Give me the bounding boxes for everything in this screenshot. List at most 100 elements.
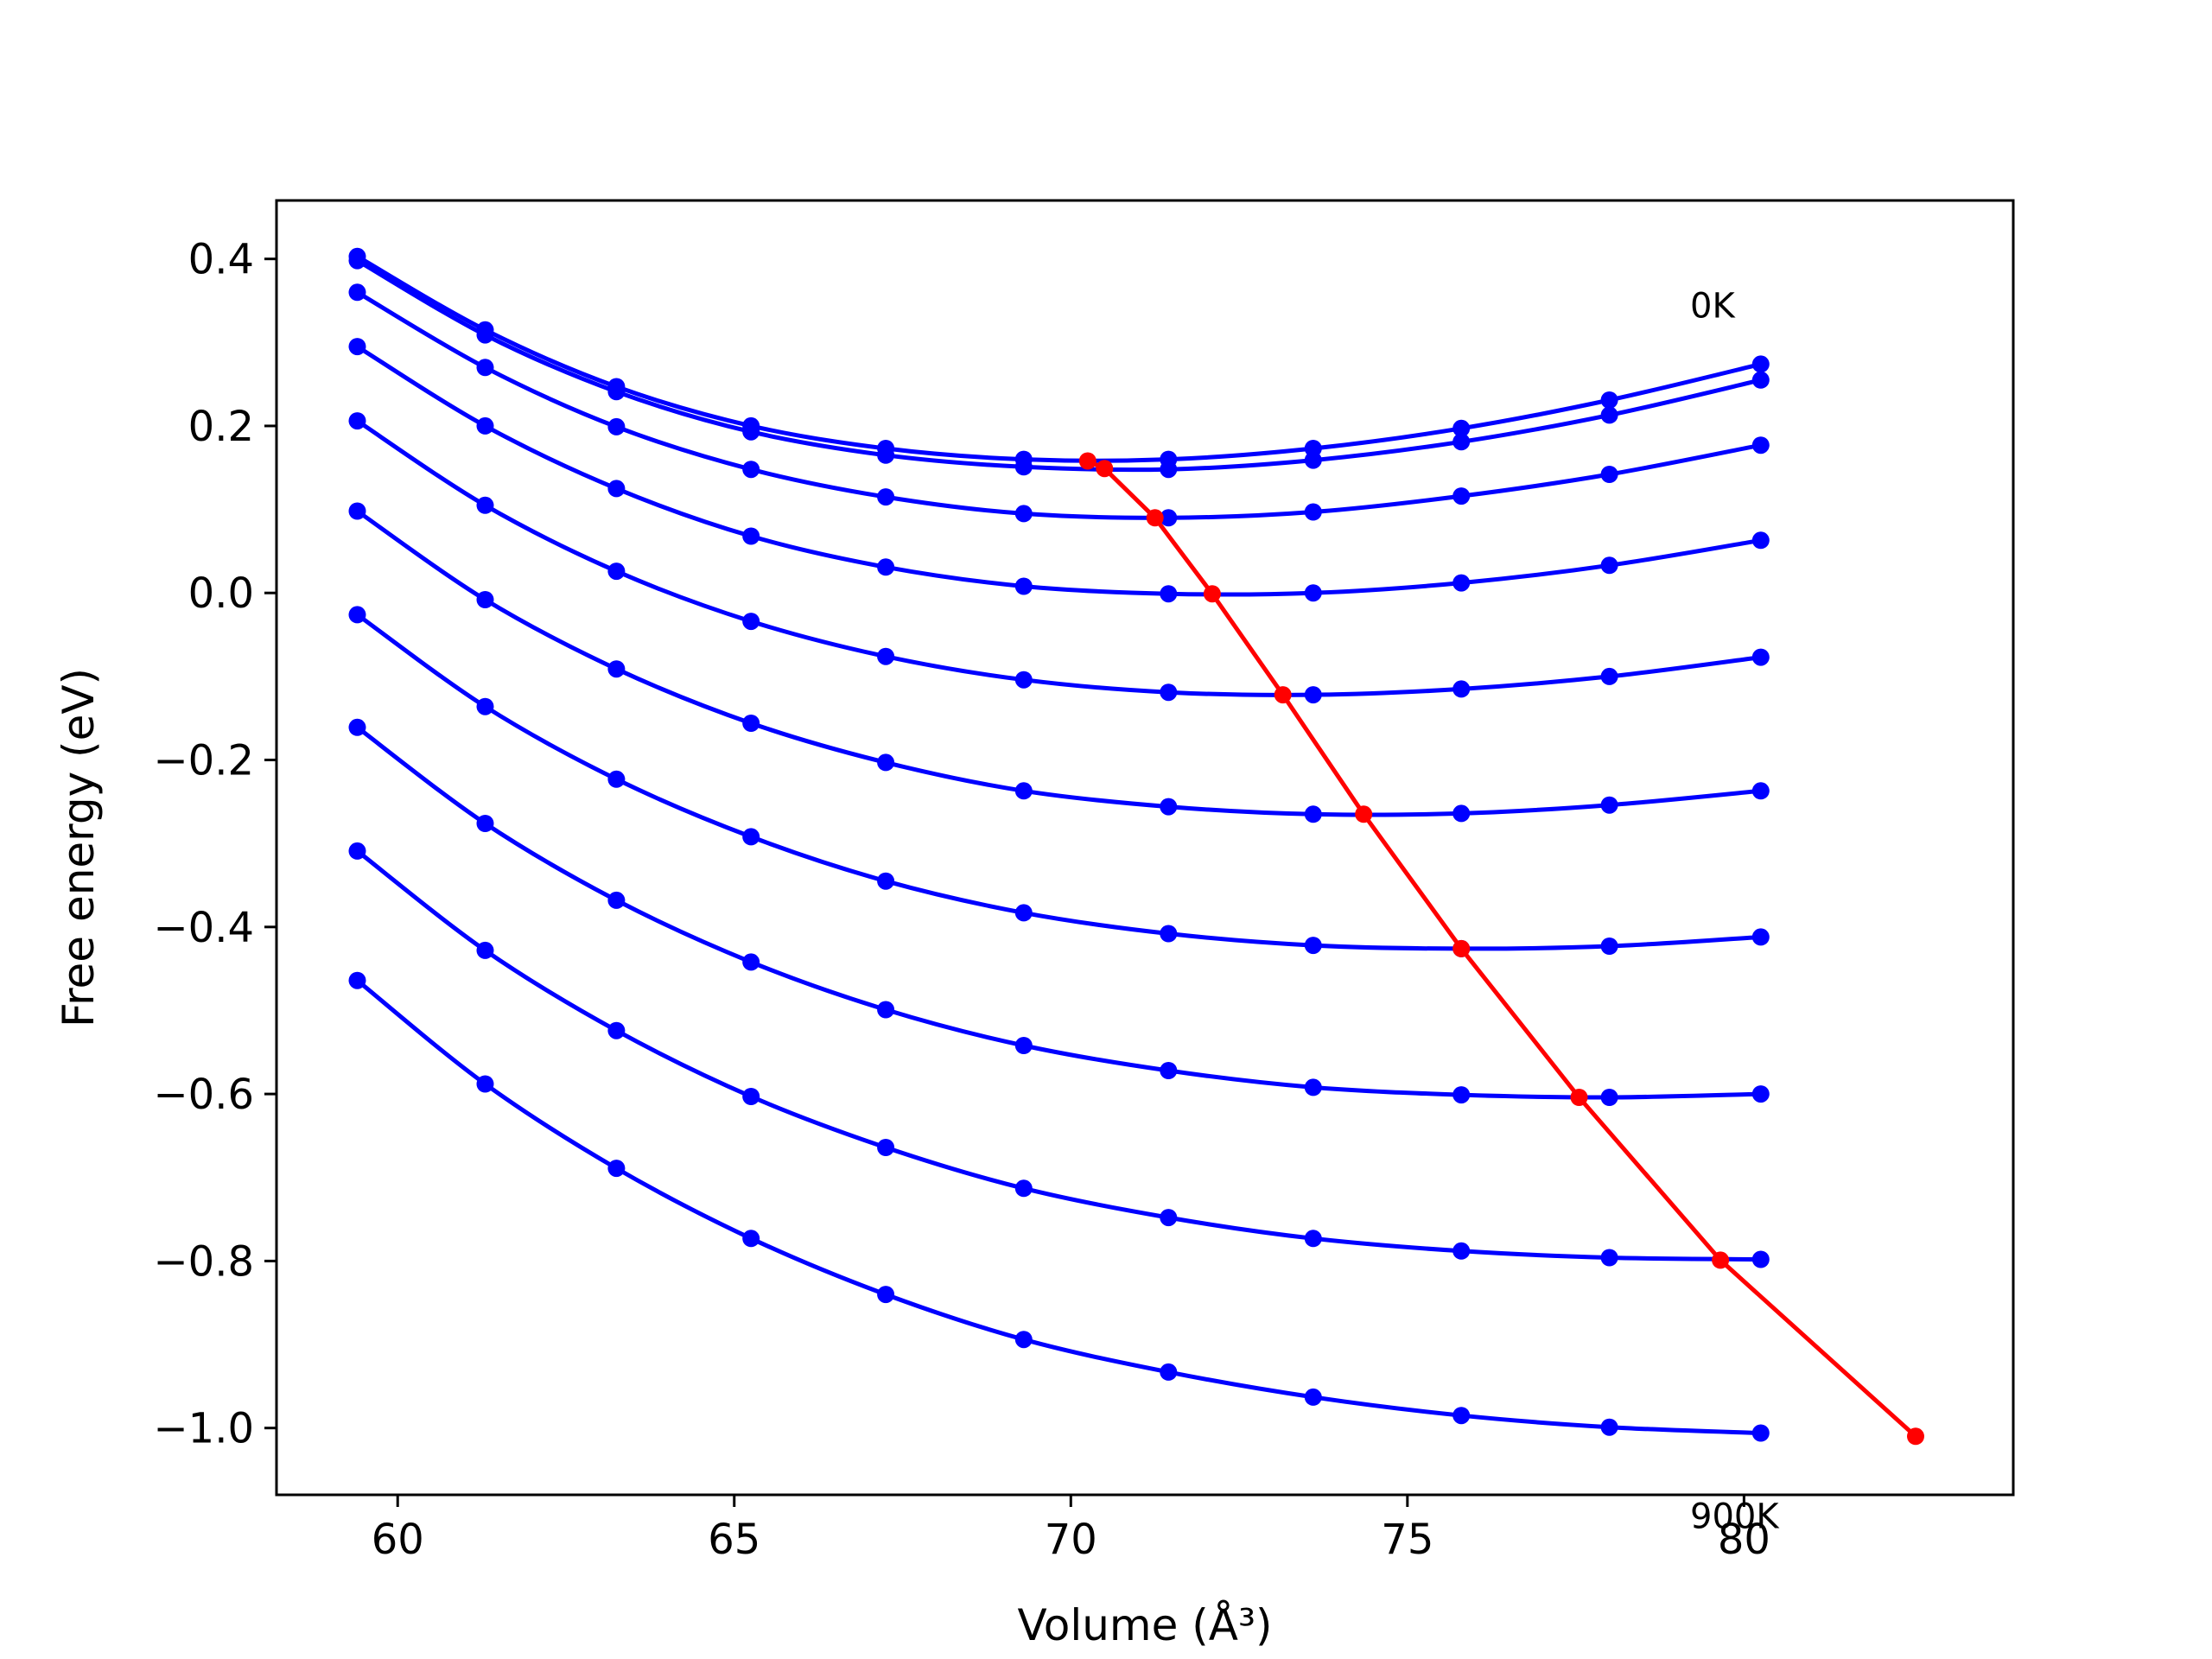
minima-point-1 — [1096, 460, 1114, 478]
series-3-point-1 — [476, 416, 494, 435]
series-8-point-6 — [1160, 1209, 1178, 1227]
series-9-point-8 — [1452, 1407, 1471, 1425]
series-4-point-3 — [742, 613, 760, 631]
series-5 — [348, 502, 1770, 823]
y-tick-label-2: 0.0 — [188, 569, 254, 618]
series-9-point-6 — [1160, 1363, 1178, 1381]
series-8 — [348, 842, 1770, 1268]
series-8-point-4 — [877, 1139, 895, 1156]
annotation-1: 900K — [1690, 1497, 1780, 1537]
series-5-point-2 — [607, 660, 626, 678]
series-3-point-4 — [877, 558, 895, 576]
series-9-point-0 — [348, 971, 366, 989]
minima-point-9 — [1907, 1427, 1924, 1446]
series-4-point-10 — [1751, 648, 1770, 666]
series-7-point-4 — [877, 1001, 895, 1019]
series-3-point-3 — [742, 527, 760, 545]
plot-area-frame — [275, 199, 2015, 1497]
series-1-point-7 — [1304, 451, 1322, 469]
minima-line — [1086, 459, 1917, 1439]
series-1 — [348, 251, 1770, 479]
series-7-point-3 — [742, 953, 760, 971]
series-7-point-9 — [1600, 1089, 1618, 1106]
series-5-point-3 — [742, 715, 760, 732]
series-1-point-6 — [1160, 461, 1178, 479]
series-0-point-10 — [1751, 355, 1770, 373]
series-5-point-4 — [877, 753, 895, 772]
y-tick-label-4: −0.4 — [153, 904, 254, 952]
series-7-point-6 — [1160, 1062, 1178, 1079]
series-9-point-3 — [742, 1230, 760, 1248]
series-3-point-5 — [1014, 577, 1033, 595]
series-8-point-1 — [476, 941, 494, 959]
series-4-point-4 — [877, 647, 895, 665]
series-8-point-3 — [742, 1088, 760, 1105]
series-4 — [348, 412, 1770, 704]
series-9-point-9 — [1600, 1418, 1618, 1436]
series-1-point-3 — [742, 423, 760, 441]
series-7-point-10 — [1751, 1085, 1770, 1103]
series-8-point-2 — [607, 1021, 626, 1039]
y-tick-label-5: −0.6 — [153, 1071, 254, 1119]
x-tick-label-2: 70 — [1045, 1516, 1097, 1564]
series-3-point-8 — [1452, 574, 1471, 592]
series-3-point-0 — [348, 338, 366, 356]
minima-point-2 — [1146, 509, 1164, 527]
series-0-point-9 — [1600, 391, 1618, 409]
plot-layer — [348, 247, 1924, 1446]
series-1-point-8 — [1452, 433, 1471, 451]
series-4-point-0 — [348, 412, 366, 430]
series-5-point-1 — [476, 591, 494, 608]
series-3-point-10 — [1751, 531, 1770, 550]
x-tick-label-3: 75 — [1381, 1516, 1433, 1564]
series-6-point-6 — [1160, 925, 1178, 943]
minima-point-0 — [1078, 452, 1096, 470]
series-8-point-9 — [1600, 1249, 1618, 1267]
annotation-layer: 0K 900K — [1690, 286, 1780, 1536]
minima-series — [1078, 452, 1924, 1446]
x-tick-label-0: 60 — [372, 1516, 424, 1564]
series-1-point-10 — [1751, 371, 1770, 389]
series-7-point-8 — [1452, 1086, 1471, 1104]
series-9-point-5 — [1014, 1331, 1033, 1349]
series-4-point-6 — [1160, 683, 1178, 702]
series-5-point-9 — [1600, 796, 1618, 814]
series-1-point-2 — [607, 383, 626, 401]
series-6-point-0 — [348, 606, 366, 624]
series-7-point-1 — [476, 815, 494, 832]
series-8-point-5 — [1014, 1179, 1033, 1198]
axes-layer: 60 65 70 75 80 0.4 0.2 0.0 −0.2 −0.4 −0.6 −0.8 −1.0 — [153, 236, 1770, 1564]
series-2-point-6 — [1160, 509, 1178, 527]
y-axis-label: Free energy (eV) — [54, 668, 104, 1027]
series-8-point-10 — [1751, 1250, 1770, 1268]
series-2-point-8 — [1452, 487, 1471, 505]
series-9-point-1 — [476, 1075, 494, 1093]
series-5-point-6 — [1160, 798, 1178, 816]
series-5-point-8 — [1452, 804, 1471, 823]
series-3-point-9 — [1600, 556, 1618, 575]
series-2-point-3 — [742, 461, 760, 479]
series-2-point-1 — [476, 359, 494, 377]
series-2-point-4 — [877, 488, 895, 506]
series-7-point-5 — [1014, 1037, 1033, 1054]
series-6-point-2 — [607, 770, 626, 788]
series-6-point-3 — [742, 828, 760, 846]
minima-point-8 — [1712, 1251, 1730, 1269]
x-axis-label: Volume (Å³) — [1017, 1600, 1272, 1650]
series-7 — [348, 718, 1770, 1106]
series-1-point-4 — [877, 446, 895, 464]
series-5-point-7 — [1304, 805, 1322, 823]
series-2-point-7 — [1304, 503, 1322, 521]
series-4-point-1 — [476, 496, 494, 514]
series-1-point-9 — [1600, 406, 1618, 424]
series-4-point-2 — [607, 563, 626, 581]
y-tick-label-7: −1.0 — [153, 1405, 254, 1453]
series-9-point-7 — [1304, 1388, 1322, 1406]
minima-point-6 — [1452, 939, 1471, 957]
series-4-point-9 — [1600, 667, 1618, 685]
series-8-point-8 — [1452, 1242, 1471, 1260]
y-tick-label-6: −0.8 — [153, 1237, 254, 1286]
minima-point-4 — [1274, 686, 1292, 704]
